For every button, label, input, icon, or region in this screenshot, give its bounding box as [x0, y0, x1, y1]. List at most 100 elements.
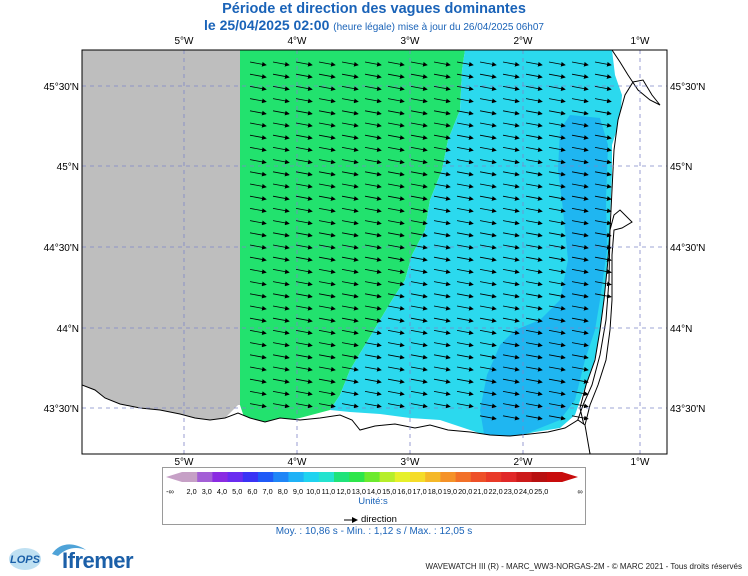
direction-arrow	[387, 195, 405, 201]
direction-arrow	[364, 269, 382, 275]
lat-label-left: 44°30'N	[44, 243, 79, 254]
lon-label-bottom: 4°W	[288, 457, 308, 468]
colorbar-tick-label: 17,0	[412, 487, 426, 496]
direction-arrow	[456, 317, 474, 323]
direction-arrow	[387, 330, 405, 336]
direction-arrow	[410, 366, 428, 372]
colorbar-swatch	[440, 472, 457, 482]
direction-arrow	[295, 269, 313, 275]
direction-arrow	[479, 244, 497, 250]
colorbar-tick-label: 22,0	[488, 487, 502, 496]
direction-arrow	[525, 220, 543, 226]
direction-arrow	[318, 232, 336, 238]
colorbar-tick-label: 19,0	[443, 487, 457, 496]
direction-arrow	[272, 342, 290, 348]
direction-arrow	[571, 244, 589, 250]
direction-arrow	[433, 159, 451, 165]
direction-arrow	[571, 354, 589, 360]
direction-arrow	[341, 134, 359, 140]
direction-arrow	[410, 281, 428, 287]
direction-arrow	[433, 293, 451, 299]
direction-arrow	[502, 269, 520, 275]
direction-arrow	[433, 208, 451, 214]
direction-arrow	[571, 147, 589, 153]
direction-arrow	[318, 98, 336, 104]
direction-arrow	[318, 403, 336, 409]
direction-arrow	[387, 61, 405, 67]
colorbar-swatch	[212, 472, 229, 482]
direction-arrow	[364, 232, 382, 238]
direction-arrow	[318, 256, 336, 262]
colorbar-tick-label: 15,0	[382, 487, 396, 496]
direction-arrow	[387, 244, 405, 250]
direction-arrow	[456, 183, 474, 189]
direction-arrow	[318, 86, 336, 92]
colorbar-tick-label: 25,0	[534, 487, 548, 496]
direction-arrow	[479, 317, 497, 323]
direction-arrow	[525, 403, 543, 409]
colorbar-tick-label: 14,0	[367, 487, 381, 496]
direction-arrow	[456, 98, 474, 104]
direction-arrow	[456, 378, 474, 384]
direction-arrow	[387, 232, 405, 238]
direction-arrow	[295, 61, 313, 67]
direction-arrow	[433, 171, 451, 177]
direction-arrow	[318, 73, 336, 79]
direction-arrow	[525, 269, 543, 275]
colorbar-underflow-label: -∞	[166, 487, 174, 496]
direction-arrow	[525, 244, 543, 250]
direction-arrow	[525, 208, 543, 214]
direction-arrow	[433, 147, 451, 153]
direction-arrow	[502, 122, 520, 128]
direction-arrow	[548, 378, 566, 384]
direction-arrow	[502, 208, 520, 214]
direction-arrow	[479, 342, 497, 348]
colorbar-swatch	[516, 472, 533, 482]
direction-arrow	[525, 330, 543, 336]
direction-arrow	[295, 330, 313, 336]
direction-arrow	[456, 269, 474, 275]
direction-arrow	[387, 378, 405, 384]
colorbar-swatch	[273, 472, 289, 482]
direction-arrow	[364, 256, 382, 262]
direction-arrow	[548, 391, 566, 397]
direction-arrow	[456, 403, 474, 409]
direction-arrow	[433, 232, 451, 238]
lon-label-bottom: 1°W	[631, 457, 651, 468]
direction-arrow	[410, 317, 428, 323]
direction-arrow	[364, 183, 382, 189]
direction-arrow	[594, 256, 612, 262]
grid-lines	[82, 50, 667, 454]
direction-arrow	[594, 73, 612, 79]
direction-arrow	[502, 378, 520, 384]
direction-arrow	[479, 256, 497, 262]
colorbar-tick-label: 2,0	[187, 487, 197, 496]
direction-arrow	[502, 86, 520, 92]
direction-arrow	[456, 305, 474, 311]
colorbar-swatch	[334, 472, 350, 482]
direction-arrow	[272, 147, 290, 153]
direction-arrow	[548, 183, 566, 189]
direction-arrow	[364, 61, 382, 67]
direction-arrow	[410, 73, 428, 79]
direction-arrow	[525, 147, 543, 153]
direction-arrow	[571, 195, 589, 201]
direction-arrow	[571, 134, 589, 140]
direction-arrow	[571, 293, 589, 299]
direction-arrow	[272, 305, 290, 311]
direction-arrow	[502, 134, 520, 140]
direction-arrow	[410, 208, 428, 214]
direction-arrow	[341, 354, 359, 360]
direction-arrow	[249, 220, 267, 226]
direction-arrow	[295, 378, 313, 384]
direction-arrow	[502, 244, 520, 250]
direction-arrow	[548, 366, 566, 372]
direction-arrow	[249, 171, 267, 177]
direction-arrow	[318, 159, 336, 165]
direction-arrow	[341, 317, 359, 323]
direction-arrow	[318, 183, 336, 189]
direction-arrow	[571, 256, 589, 262]
colorbar-tick-label: 13,0	[352, 487, 366, 496]
direction-arrow	[341, 269, 359, 275]
direction-arrow	[479, 171, 497, 177]
